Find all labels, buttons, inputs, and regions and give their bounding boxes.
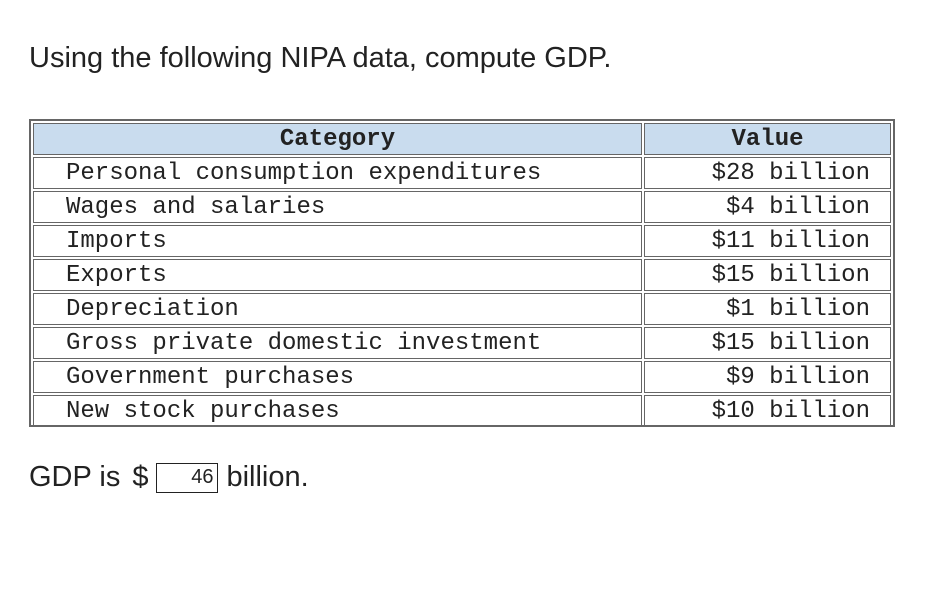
category-cell: New stock purchases <box>33 395 642 427</box>
table-header-row: Category Value <box>33 123 891 155</box>
category-cell: Personal consumption expenditures <box>33 157 642 189</box>
table-row: Personal consumption expenditures $28 bi… <box>33 157 891 189</box>
category-cell: Government purchases <box>33 361 642 393</box>
value-cell: $1 billion <box>644 293 891 325</box>
table-row: Exports $15 billion <box>33 259 891 291</box>
table-row: Wages and salaries $4 billion <box>33 191 891 223</box>
value-cell: $28 billion <box>644 157 891 189</box>
value-cell: $9 billion <box>644 361 891 393</box>
header-category: Category <box>33 123 642 155</box>
header-value: Value <box>644 123 891 155</box>
category-cell: Gross private domestic investment <box>33 327 642 359</box>
answer-line: GDP is $ billion. <box>29 461 309 494</box>
category-cell: Exports <box>33 259 642 291</box>
gdp-answer-input[interactable] <box>156 462 219 493</box>
table-row: Imports $11 billion <box>33 225 891 257</box>
answer-prefix: GDP is <box>29 461 121 493</box>
answer-suffix: billion. <box>226 461 309 493</box>
category-cell: Depreciation <box>33 293 642 325</box>
value-cell: $10 billion <box>644 395 891 427</box>
table-row: Depreciation $1 billion <box>33 293 891 325</box>
value-cell: $4 billion <box>644 191 891 223</box>
nipa-table: Category Value Personal consumption expe… <box>31 121 893 429</box>
table-row: New stock purchases $10 billion <box>33 395 891 427</box>
nipa-table-container: Category Value Personal consumption expe… <box>29 119 895 427</box>
value-cell: $15 billion <box>644 259 891 291</box>
category-cell: Imports <box>33 225 642 257</box>
table-row: Gross private domestic investment $15 bi… <box>33 327 891 359</box>
value-cell: $11 billion <box>644 225 891 257</box>
value-cell: $15 billion <box>644 327 891 359</box>
question-text: Using the following NIPA data, compute G… <box>29 42 612 74</box>
currency-symbol: $ <box>132 461 149 493</box>
table-row: Government purchases $9 billion <box>33 361 891 393</box>
category-cell: Wages and salaries <box>33 191 642 223</box>
